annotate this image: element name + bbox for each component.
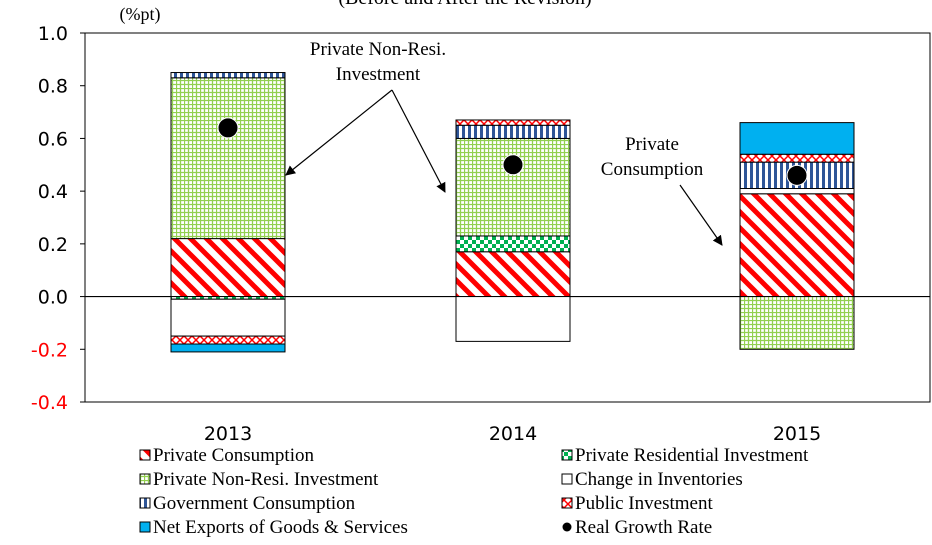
growth-point: [786, 164, 808, 186]
legend-label: Government Consumption: [153, 493, 356, 514]
legend-label: Private Non-Resi. Investment: [153, 469, 379, 490]
legend-marker: [139, 521, 151, 533]
bar-segment: [739, 122, 855, 155]
legend-marker: [139, 449, 151, 461]
annotation-text: Private: [625, 134, 679, 155]
y-tick-label: -0.4: [31, 392, 68, 414]
bar-segment: [455, 124, 571, 139]
plot-frame: [84, 32, 931, 403]
legend-label: Private Residential Investment: [575, 445, 809, 466]
y-tick-label: 0.0: [38, 287, 68, 309]
annotation-arrow: [285, 89, 393, 176]
growth-point: [502, 154, 524, 176]
bar-segment: [455, 137, 571, 237]
legend-label: Net Exports of Goods & Services: [153, 517, 408, 538]
annotation-arrow: [391, 89, 446, 193]
bar-segment: [170, 238, 286, 298]
legend-label: Private Consumption: [153, 445, 314, 466]
bar-segment: [739, 193, 855, 298]
legend-marker: [139, 473, 151, 485]
legend-label: Change in Inventories: [575, 469, 743, 490]
legend-marker: [139, 497, 151, 509]
growth-point: [217, 117, 239, 139]
bar-segment: [170, 343, 286, 353]
bar-segment: [455, 119, 571, 126]
legend-marker: [562, 522, 572, 532]
y-axis-label: (%pt): [120, 4, 161, 25]
y-tick-label: 0.4: [38, 181, 68, 203]
annotation-text: Consumption: [601, 159, 704, 180]
bar-segment: [170, 72, 286, 79]
annotation-arrow: [679, 184, 723, 246]
bar-segment: [739, 296, 855, 350]
y-tick-label: 1.0: [38, 23, 68, 45]
legend-marker: [561, 473, 573, 485]
bar-segment: [170, 298, 286, 337]
y-tick-label: 0.2: [38, 234, 68, 256]
legend-label: Real Growth Rate: [575, 517, 712, 538]
y-tick-label: 0.6: [38, 128, 68, 150]
annotation-text: Private Non-Resi.: [310, 39, 446, 60]
bar-segment: [170, 335, 286, 345]
bar-segment: [455, 235, 571, 253]
legend-marker: [561, 497, 573, 509]
annotation-text: Investment: [336, 64, 421, 85]
bar-segment: [455, 251, 571, 298]
legend-label: Public Investment: [575, 493, 713, 514]
legend-marker: [561, 449, 573, 461]
x-tick-label: 2015: [773, 423, 821, 445]
bar-segment: [739, 188, 855, 195]
y-tick-label: 0.8: [38, 76, 68, 98]
bar-segment: [170, 77, 286, 240]
bar-segment: [455, 296, 571, 342]
y-tick-label: -0.2: [31, 339, 68, 361]
bar-segment: [739, 153, 855, 163]
chart-title: (Before and After the Revision): [338, 0, 591, 9]
x-tick-label: 2013: [204, 423, 252, 445]
x-tick-label: 2014: [489, 423, 537, 445]
